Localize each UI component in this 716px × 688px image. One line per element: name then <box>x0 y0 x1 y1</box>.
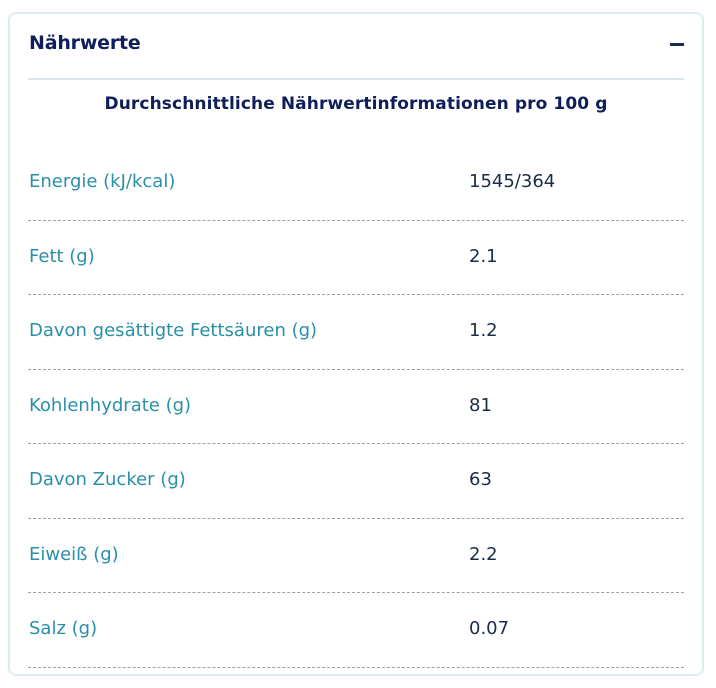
table-row: Kohlenhydrate (g) 81 <box>28 370 684 444</box>
collapse-toggle-button[interactable] <box>662 28 690 60</box>
panel-header[interactable]: Nährwerte <box>28 14 684 80</box>
table-row: Davon gesättigte Fettsäuren (g) 1.2 <box>28 295 684 370</box>
row-value: 1545/364 <box>469 171 556 192</box>
row-value: 2.1 <box>469 245 498 267</box>
table-row: Fett (g) 2.1 <box>28 221 684 295</box>
row-value: 63 <box>469 469 492 490</box>
row-label: Davon Zucker (g) <box>29 469 186 490</box>
table-row: Energie (kJ/kcal) 1545/364 <box>28 146 684 221</box>
row-value: 0.07 <box>469 618 510 639</box>
row-label: Kohlenhydrate (g) <box>29 394 192 416</box>
row-value: 2.2 <box>469 543 498 565</box>
minus-icon <box>670 43 684 46</box>
row-label: Fett (g) <box>29 245 95 267</box>
row-label: Energie (kJ/kcal) <box>29 171 176 192</box>
nutrition-panel: Nährwerte Durchschnittliche Nährwertinfo… <box>8 12 704 676</box>
nutrition-subtitle: Durchschnittliche Nährwertinformationen … <box>104 94 608 114</box>
panel-title: Nährwerte <box>29 32 141 54</box>
table-row: Eiweiß (g) 2.2 <box>28 519 684 593</box>
table-row: Davon Zucker (g) 63 <box>28 444 684 519</box>
table-row: Salz (g) 0.07 <box>28 593 684 668</box>
row-label: Eiweiß (g) <box>29 543 119 565</box>
row-label: Salz (g) <box>29 618 98 639</box>
row-value: 1.2 <box>469 320 498 341</box>
row-label: Davon gesättigte Fettsäuren (g) <box>29 320 318 341</box>
nutrition-table: Energie (kJ/kcal) 1545/364 Fett (g) 2.1 … <box>28 146 684 668</box>
row-value: 81 <box>469 394 492 416</box>
